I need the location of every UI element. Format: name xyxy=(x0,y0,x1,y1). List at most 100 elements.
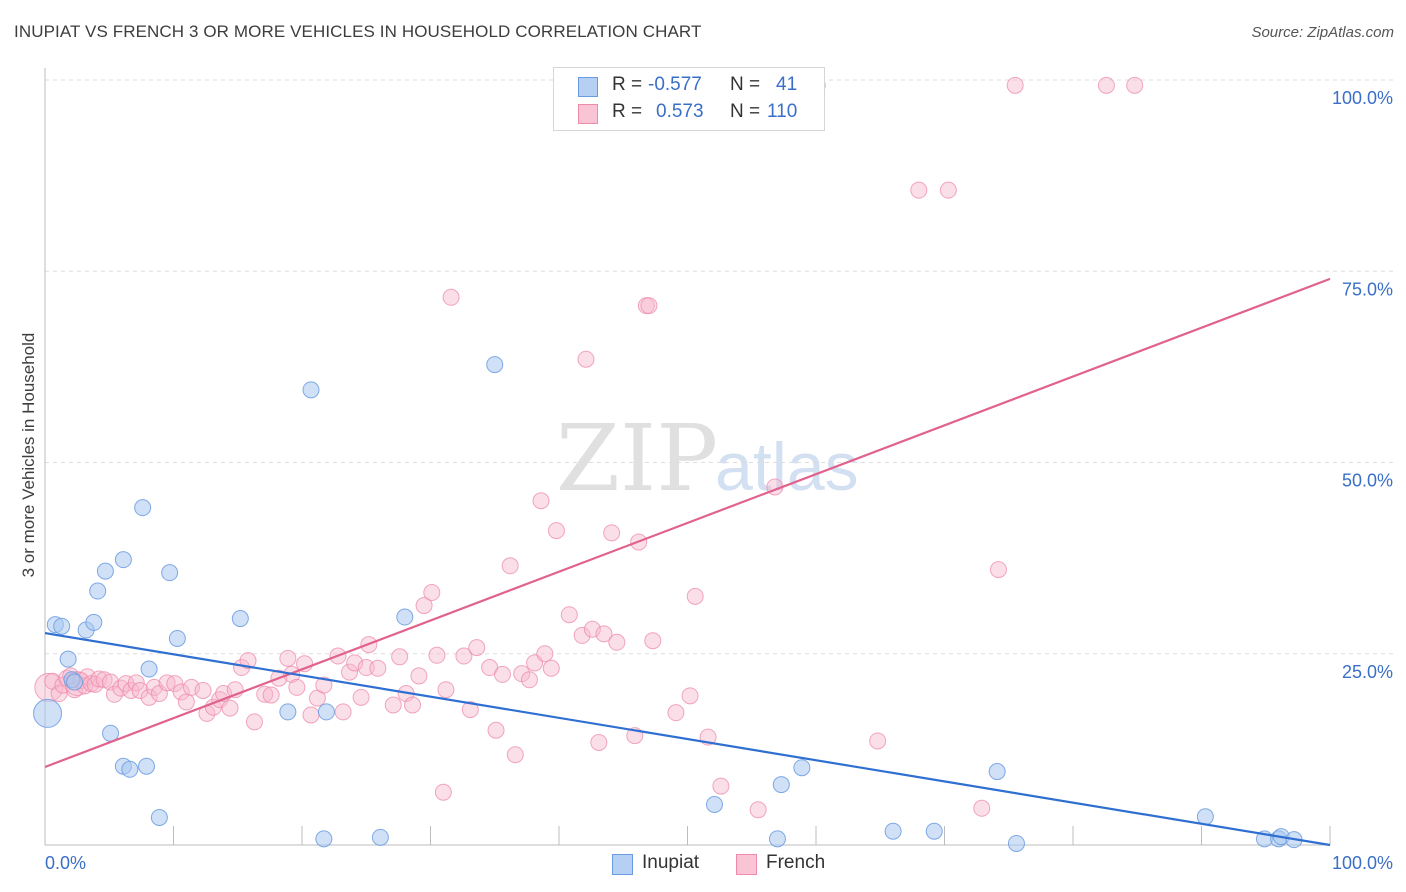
french-point xyxy=(501,557,519,575)
french-point xyxy=(391,648,409,666)
french-point xyxy=(369,659,387,677)
french-point xyxy=(1006,76,1024,94)
french-point xyxy=(428,646,446,664)
french-point xyxy=(532,492,550,510)
inupiat-point xyxy=(150,808,168,826)
inupiat-point xyxy=(772,776,790,794)
french-point xyxy=(423,584,441,602)
legend-n-value: 41 xyxy=(776,74,798,95)
zipatlas-watermark: ZIP atlas xyxy=(556,405,859,512)
french-point xyxy=(112,679,130,697)
french-point xyxy=(712,777,730,795)
inupiat-point xyxy=(66,673,84,691)
inupiat-point xyxy=(279,703,297,721)
french-point xyxy=(245,713,263,731)
french-point xyxy=(487,721,505,739)
french-point xyxy=(221,699,239,717)
french-point xyxy=(461,701,479,719)
y-tick-label: 75.0% xyxy=(1342,279,1393,299)
french-point xyxy=(410,667,428,685)
trend-lines xyxy=(44,277,1331,847)
inupiat-point xyxy=(705,795,723,813)
french-point xyxy=(973,799,991,817)
gridlines xyxy=(45,79,1395,655)
inupiat-point xyxy=(53,617,71,635)
y-axis-label: 3 or more Vehicles in Household xyxy=(19,333,38,578)
french-point xyxy=(131,681,149,699)
inupiat-point xyxy=(317,703,335,721)
inupiat-point xyxy=(140,660,158,678)
inupiat-point xyxy=(121,760,139,778)
legend-r-label: R = xyxy=(612,101,643,122)
french-point xyxy=(95,671,113,689)
inupiat-point xyxy=(33,698,63,728)
legend-r-value: 0.573 xyxy=(656,101,704,122)
french-point xyxy=(869,732,887,750)
french-trend-line xyxy=(44,277,1331,768)
inupiat-point xyxy=(96,562,114,580)
french-point xyxy=(595,625,613,643)
french-point xyxy=(542,659,560,677)
x-tick-label: 0.0% xyxy=(45,853,86,873)
french-point xyxy=(468,639,486,657)
inupiat-point xyxy=(138,757,156,775)
inupiat-point xyxy=(371,828,389,846)
french-point xyxy=(262,686,280,704)
correlation-legend: R = -0.577 N = 41 R = 0.573 N = 110 xyxy=(553,67,825,131)
inupiat-swatch xyxy=(578,77,598,97)
french-swatch xyxy=(578,104,598,124)
inupiat-point xyxy=(486,356,504,374)
french-point xyxy=(288,678,306,696)
french-point xyxy=(493,665,511,683)
legend-r-value: -0.577 xyxy=(648,74,702,95)
french-point xyxy=(640,297,658,315)
tick-labels: 25.0% 50.0% 75.0% 100.0% 0.0% 100.0% xyxy=(45,88,1393,873)
inupiat-point xyxy=(884,822,902,840)
french-point xyxy=(279,649,297,667)
french-point xyxy=(573,626,591,644)
legend-row-inupiat: R = -0.577 N = 41 xyxy=(554,74,824,98)
inupiat-point xyxy=(89,582,107,600)
y-tick-label: 50.0% xyxy=(1342,471,1393,491)
inupiat-point xyxy=(396,608,414,626)
french-point xyxy=(603,524,621,542)
source-credit: Source: ZipAtlas.com xyxy=(1251,24,1394,41)
french-point xyxy=(520,671,538,689)
inupiat-point xyxy=(768,830,786,848)
french-point xyxy=(302,706,320,724)
french-point xyxy=(172,683,190,701)
x-tick-label: 100.0% xyxy=(1332,853,1393,873)
french-point xyxy=(105,685,123,703)
french-point xyxy=(194,681,212,699)
french-point xyxy=(415,597,433,615)
french-point xyxy=(686,587,704,605)
y-tick-label: 100.0% xyxy=(1332,88,1393,108)
legend-n-value: 110 xyxy=(767,101,798,122)
inupiat-point xyxy=(114,551,132,569)
french-point xyxy=(506,746,524,764)
french-point xyxy=(341,663,359,681)
french-point xyxy=(1126,76,1144,94)
watermark-zip: ZIP xyxy=(556,405,718,512)
legend-row-french: R = 0.573 N = 110 xyxy=(554,101,824,125)
inupiat-legend-label: Inupiat xyxy=(642,852,700,873)
inupiat-point xyxy=(988,763,1006,781)
french-point xyxy=(749,801,767,819)
inupiat-point xyxy=(161,564,179,582)
french-point xyxy=(140,688,158,706)
inupiat-point xyxy=(302,381,320,399)
french-point xyxy=(590,733,608,751)
inupiat-point xyxy=(134,499,152,517)
french-point xyxy=(1097,76,1115,94)
french-point xyxy=(384,696,402,714)
french-point xyxy=(315,676,333,694)
french-point xyxy=(442,288,460,306)
french-point xyxy=(166,675,184,693)
french-point xyxy=(939,181,957,199)
legend-n-label: N = xyxy=(730,74,761,95)
inupiat-point xyxy=(1196,808,1214,826)
inupiat-point xyxy=(85,613,103,631)
inupiat-points xyxy=(33,356,1303,852)
inupiat-point xyxy=(925,822,943,840)
